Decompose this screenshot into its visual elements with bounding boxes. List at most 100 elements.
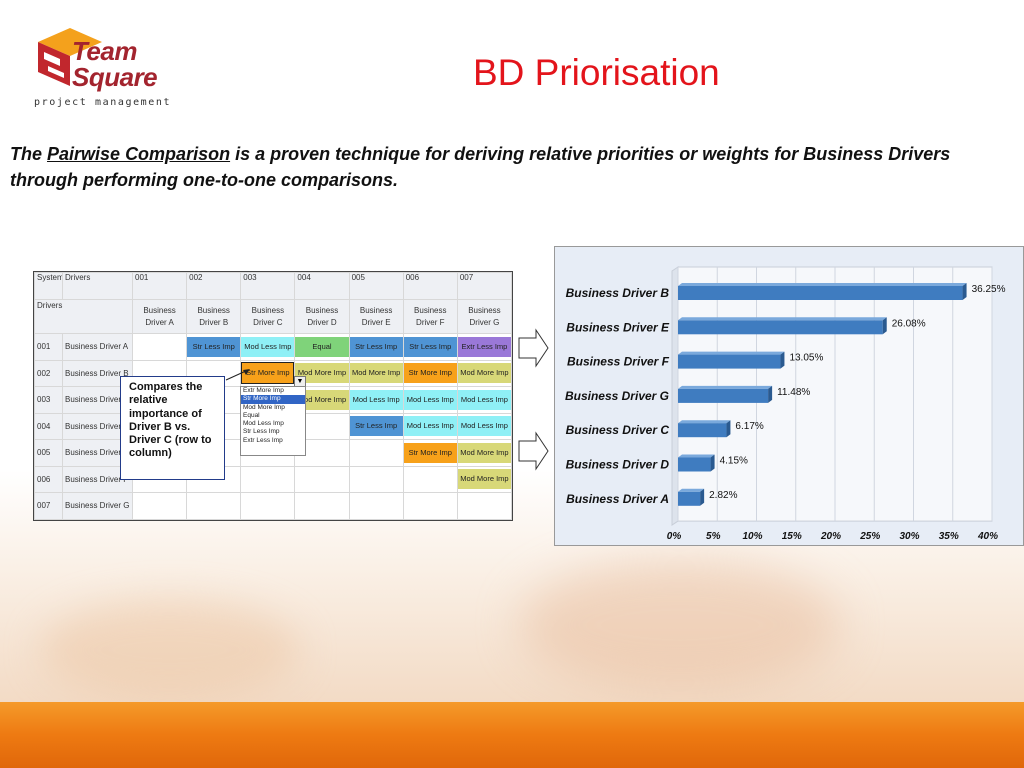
comparison-dropdown[interactable]: Extr More Imp Str More Imp Mod More Imp Equ… (240, 386, 306, 456)
footer-bar (0, 702, 1024, 768)
matrix-cell[interactable]: Str Less Imp (186, 333, 242, 361)
matrix-cell[interactable]: Str Less Imp (402, 333, 458, 361)
matrix-cell (294, 492, 350, 520)
matrix-cell[interactable]: Str More Imp (402, 439, 458, 467)
col-name: Business Driver F (402, 299, 458, 334)
comparison-value[interactable]: Str More Imp (404, 363, 457, 384)
matrix-cell[interactable]: Mod Less Imp (456, 386, 513, 414)
dropdown-option[interactable]: Str Less Imp (243, 428, 280, 436)
row-name: Business Driver G (62, 492, 133, 520)
comparison-value[interactable]: Mod Less Imp (404, 416, 457, 437)
comparison-value[interactable]: Mod More Imp (295, 389, 349, 410)
comparison-value[interactable]: Equal (295, 336, 349, 357)
logo-cube-icon (38, 28, 102, 86)
bar (678, 423, 727, 438)
bar-top (678, 454, 715, 458)
bar (678, 286, 963, 300)
matrix-cell[interactable]: Mod More Imp (348, 359, 404, 387)
matrix-cell[interactable]: Mod More Imp (456, 465, 513, 493)
category-label: Business Driver C (566, 423, 670, 437)
row-id: 003 (34, 386, 63, 414)
category-label: Business Driver A (566, 492, 669, 506)
comparison-value[interactable]: Str Less Imp (404, 336, 457, 357)
comparison-value[interactable]: Mod More Imp (350, 363, 403, 384)
comparison-value[interactable]: Mod Less Imp (458, 416, 511, 437)
matrix-cell (348, 465, 404, 493)
matrix-cell[interactable]: Extr Less Imp (456, 333, 513, 361)
matrix-cell (186, 492, 242, 520)
dropdown-option[interactable]: Mod Less Imp (243, 420, 284, 428)
col-id: 004 (294, 272, 350, 300)
bar-top (678, 420, 731, 424)
comparison-value[interactable]: Str More Imp (241, 362, 294, 385)
x-tick-label: 10% (742, 531, 762, 542)
bar-side (726, 420, 731, 438)
matrix-cell (348, 492, 404, 520)
comparison-value[interactable]: Mod More Imp (458, 469, 511, 490)
comparison-value[interactable]: Mod More Imp (458, 442, 511, 463)
x-tick-label: 15% (782, 531, 802, 542)
matrix-cell[interactable]: Equal (294, 333, 350, 361)
comparison-value[interactable]: Mod Less Imp (350, 389, 403, 410)
col-name: Business Driver E (348, 299, 404, 334)
dropdown-option[interactable]: Equal (243, 411, 260, 419)
comparison-value[interactable]: Str Less Imp (187, 336, 240, 357)
x-tick-label: 0% (667, 531, 682, 542)
comparison-value[interactable]: Str Less Imp (350, 336, 403, 357)
matrix-cell[interactable]: Str More Imp (402, 359, 458, 387)
plot-wall (671, 266, 679, 527)
pairwise-comparison-term: Pairwise Comparison (47, 144, 231, 164)
row-name: Business Driver A (62, 333, 133, 361)
bar-top (678, 385, 773, 389)
value-label: 6.17% (735, 421, 763, 432)
x-tick-label: 25% (859, 531, 880, 542)
comparison-value[interactable]: Mod Less Imp (458, 389, 511, 410)
matrix-cell (402, 465, 458, 493)
background-shape (40, 600, 300, 700)
matrix-row: 002 Business Driver B Str More Imp Mod More… (34, 359, 513, 387)
dropdown-option[interactable]: Extr Less Imp (243, 436, 283, 444)
matrix-drivers-label: Drivers (34, 299, 133, 334)
col-name: Business Driver A (131, 299, 188, 334)
bar-side (768, 385, 773, 403)
matrix-cell[interactable]: Mod Less Imp (402, 386, 458, 414)
comparison-value[interactable]: Extr Less Imp (458, 336, 511, 357)
priority-chart: 0% 5% 10% 15% 20% 25% 30% 35% 40% Business Driver… (554, 246, 1024, 546)
matrix-cell[interactable]: Mod Less Imp (402, 412, 458, 440)
matrix-row: 007 Business Driver G (34, 492, 513, 520)
bar (678, 354, 781, 369)
dropdown-option[interactable]: Mod More Imp (243, 403, 285, 411)
comparison-value[interactable]: Mod More Imp (458, 363, 511, 384)
row-id: 006 (34, 465, 63, 493)
matrix-cell (131, 492, 188, 520)
matrix-cell (402, 492, 458, 520)
bar-side (710, 454, 715, 472)
dropdown-option[interactable]: Str More Imp (241, 395, 305, 404)
matrix-cell[interactable]: Str Less Imp (348, 333, 404, 361)
row-id: 001 (34, 333, 63, 361)
value-label: 2.82% (709, 490, 737, 501)
matrix-cell[interactable]: Str Less Imp (348, 412, 404, 440)
matrix-cell (240, 465, 296, 493)
comparison-value[interactable]: Mod Less Imp (404, 389, 457, 410)
intro-text: The Pairwise Comparison is a proven tech… (10, 141, 1014, 193)
col-id: 006 (402, 272, 458, 300)
col-id: 002 (186, 272, 242, 300)
matrix-cell[interactable]: Mod More Imp (456, 359, 513, 387)
matrix-cell[interactable]: Mod Less Imp (456, 412, 513, 440)
col-name: Business Driver G (456, 299, 513, 334)
matrix-cell[interactable]: Mod Less Imp (348, 386, 404, 414)
matrix-cell[interactable]: Mod Less Imp (240, 333, 296, 361)
matrix-cell[interactable]: Mod More Imp (456, 439, 513, 467)
comparison-value[interactable]: Str Less Imp (350, 416, 403, 437)
col-name: Business Driver B (186, 299, 242, 334)
col-id: 005 (348, 272, 404, 300)
col-name: Business Driver C (240, 299, 296, 334)
bar (678, 320, 883, 335)
comparison-value[interactable]: Str More Imp (404, 442, 457, 463)
matrix-cell[interactable]: Str More Imp (240, 359, 296, 387)
dropdown-option[interactable]: Extr More Imp (243, 387, 284, 394)
matrix-cell (348, 439, 404, 467)
comparison-value[interactable]: Mod Less Imp (241, 336, 294, 357)
comparison-value[interactable]: Mod More Imp (295, 363, 349, 384)
